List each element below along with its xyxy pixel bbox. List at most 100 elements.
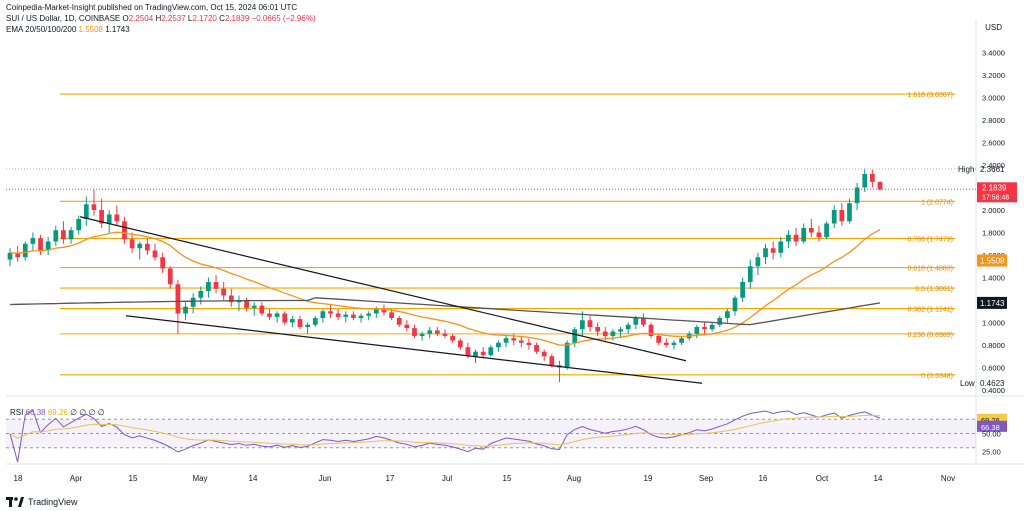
time-tick-label: Jul xyxy=(442,474,452,483)
ema-fast-badge xyxy=(977,254,1007,267)
ohlc-line: SUI / US Dollar, 1D, COINBASE O2.2504 H2… xyxy=(6,14,316,25)
rsi-empty-values: ∅ ∅ ∅ ∅ xyxy=(70,408,105,417)
candle-body xyxy=(320,311,326,318)
candle-body xyxy=(358,315,364,318)
candle-body xyxy=(137,243,143,249)
lower-trendline xyxy=(125,315,703,384)
price-tick-label: 3.2000 xyxy=(982,71,1005,80)
candle-body xyxy=(564,342,570,368)
candle-body xyxy=(290,319,295,323)
rsi-line xyxy=(9,409,881,463)
time-tick-label: May xyxy=(192,474,207,483)
time-tick-label: Sep xyxy=(699,474,714,483)
price-tick-label: 1.4000 xyxy=(982,274,1005,283)
candle-body xyxy=(198,291,204,298)
change-value: −0.0665 (−2.96%) xyxy=(251,14,316,23)
currency-label[interactable]: USD xyxy=(985,23,1002,32)
candle-body xyxy=(145,243,150,251)
ema-line[interactable]: EMA 20/50/100/200 1.5508 1.1743 xyxy=(6,25,316,36)
upper-trendline xyxy=(79,216,687,362)
candle-body xyxy=(580,320,585,330)
candle-body xyxy=(106,214,112,224)
candle-body xyxy=(366,313,372,316)
candle-body xyxy=(541,351,547,357)
candle-body xyxy=(473,351,478,357)
candle-body xyxy=(83,204,89,219)
candle-body xyxy=(259,305,265,314)
rsi-ma-value: 69.26 xyxy=(47,408,68,417)
fib-level-label: 0.382 (1.1241) xyxy=(907,307,953,314)
rsi-value: 66.38 xyxy=(25,408,46,417)
ema-fast-badge-value: 1.5508 xyxy=(980,257,1005,266)
candle-body xyxy=(45,241,51,251)
candle-body xyxy=(648,324,654,336)
rsi-header[interactable]: RSI 66.38 69.26 ∅ ∅ ∅ ∅ xyxy=(10,408,105,417)
symbol-label[interactable]: SUI / US Dollar, 1D, COINBASE xyxy=(6,14,121,23)
candle-body xyxy=(38,238,43,251)
high-label: H xyxy=(155,14,162,23)
candle-body xyxy=(351,314,356,318)
candle-body xyxy=(335,313,341,317)
price-tick-label: 0.6000 xyxy=(982,364,1005,373)
candle-body xyxy=(770,248,776,253)
candle-body xyxy=(816,232,822,237)
candle-body xyxy=(755,257,761,267)
candle-body xyxy=(53,230,59,242)
candle-body xyxy=(641,318,646,325)
ema-slow-line xyxy=(9,297,881,326)
candle-body xyxy=(251,305,257,308)
close-label: C xyxy=(219,14,225,23)
candle-body xyxy=(267,313,272,317)
candle-body xyxy=(877,181,883,190)
high-label: High xyxy=(958,165,974,174)
rsi-value-badge xyxy=(977,420,1007,432)
candle-body xyxy=(435,330,440,334)
fib-level-label: 0.236 (0.8989) xyxy=(907,332,953,339)
candle-body xyxy=(99,210,104,224)
ema-slow-badge-value: 1.1743 xyxy=(980,299,1005,308)
price-tick-label: 3.0000 xyxy=(982,94,1005,103)
candle-body xyxy=(373,309,379,314)
time-tick-label: Jun xyxy=(319,474,332,483)
candle-body xyxy=(228,295,234,303)
candle-body xyxy=(786,234,791,242)
time-tick-label: 17 xyxy=(386,474,395,483)
candle-body xyxy=(160,257,165,269)
candle-body xyxy=(412,328,417,336)
candle-body xyxy=(450,336,455,341)
low-value: 2.1720 xyxy=(192,14,217,23)
fib-level-label: 0.5 (1.3061) xyxy=(915,286,953,293)
tradingview-logo[interactable]: TradingView xyxy=(6,497,78,507)
candle-body xyxy=(427,330,433,334)
time-tick-label: Nov xyxy=(941,474,955,483)
candle-body xyxy=(518,340,524,343)
ema-label: EMA 20/50/100/200 xyxy=(6,25,77,34)
high-value: 2.2537 xyxy=(161,14,186,23)
candle-body xyxy=(572,329,578,343)
candle-body xyxy=(854,187,860,204)
fib-level-label: 0 (0.5348) xyxy=(921,373,953,380)
candle-body xyxy=(862,174,868,188)
price-tick-label: 0.4000 xyxy=(982,386,1005,395)
candle-body xyxy=(747,266,753,282)
fib-level-label: 1 (2.0774) xyxy=(921,199,953,206)
candle-body xyxy=(511,338,517,341)
rsi-label: RSI xyxy=(10,408,24,417)
candle-body xyxy=(663,342,669,345)
candle-body xyxy=(671,342,677,345)
candle-body xyxy=(206,282,211,291)
candle-body xyxy=(725,311,730,318)
low-label: L xyxy=(187,14,193,23)
candle-body xyxy=(312,318,318,325)
candle-body xyxy=(625,324,631,330)
fib-level-label: 1.618 (3.0307) xyxy=(907,92,953,99)
price-tick-label: 0.8000 xyxy=(982,341,1005,350)
ema-slow-badge xyxy=(977,296,1007,309)
candle-body xyxy=(328,311,333,314)
ema-slow-value: 1.1743 xyxy=(105,25,130,34)
candle-body xyxy=(480,351,486,356)
open-value: 2.2504 xyxy=(128,14,154,23)
candle-body xyxy=(457,340,463,348)
fib-level-label: 0.786 (1.7473) xyxy=(907,236,953,243)
